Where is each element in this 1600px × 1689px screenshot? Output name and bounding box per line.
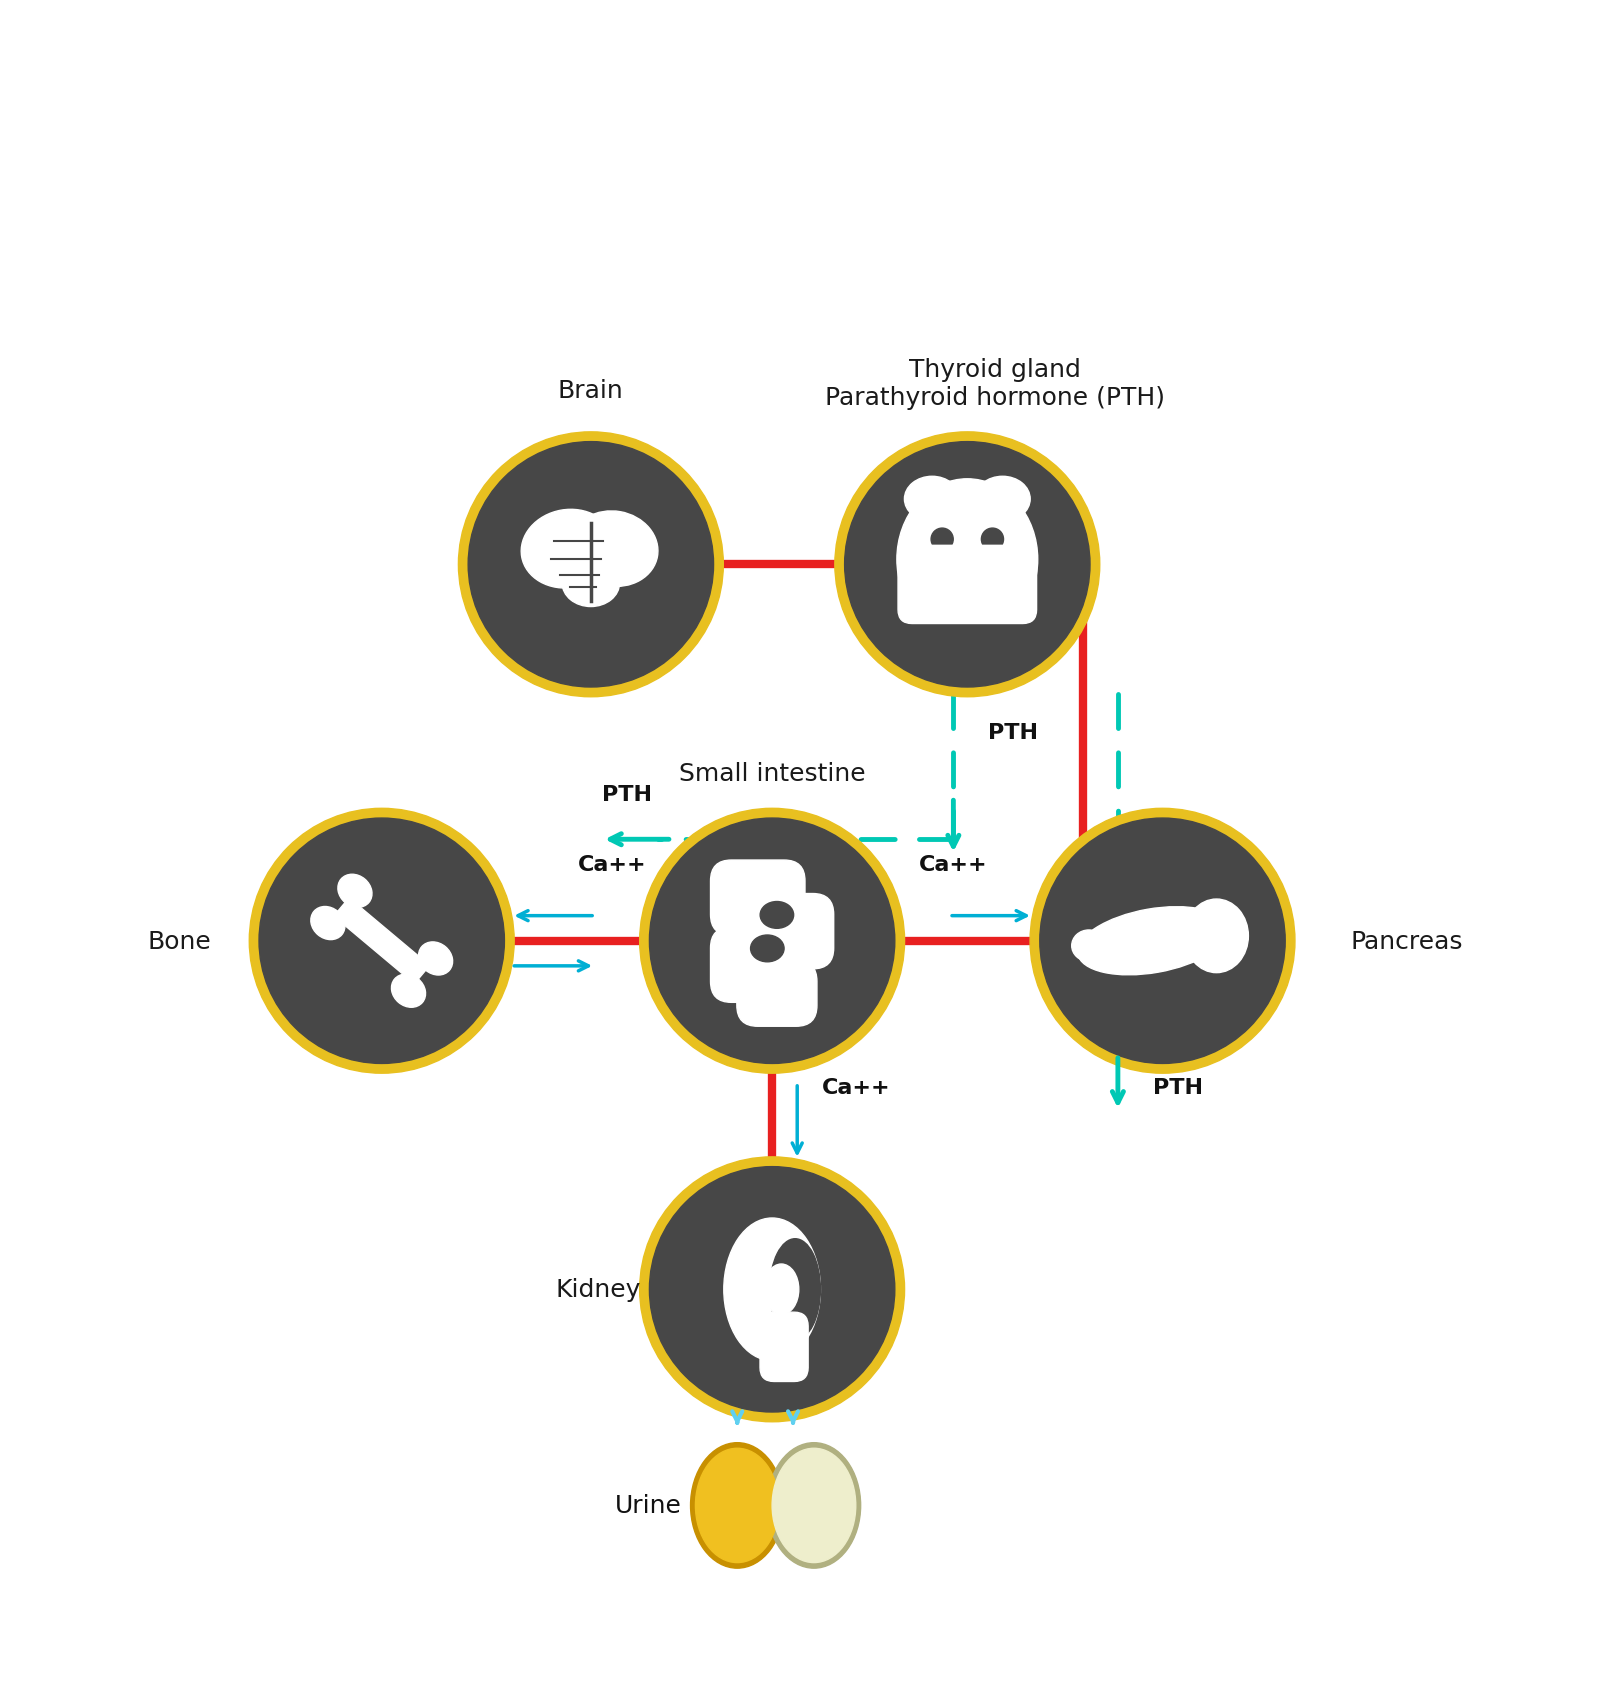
- Ellipse shape: [562, 561, 619, 606]
- Circle shape: [1040, 819, 1285, 1064]
- Ellipse shape: [773, 1449, 856, 1562]
- Ellipse shape: [898, 480, 1038, 640]
- Text: Pancreas: Pancreas: [1350, 929, 1462, 953]
- Ellipse shape: [570, 512, 658, 588]
- Text: PTH: PTH: [989, 723, 1038, 743]
- Circle shape: [845, 443, 1090, 687]
- Text: Bone: Bone: [147, 929, 211, 953]
- Ellipse shape: [768, 1442, 861, 1567]
- Ellipse shape: [917, 595, 1018, 645]
- Circle shape: [640, 1157, 904, 1422]
- Ellipse shape: [904, 476, 960, 522]
- FancyBboxPatch shape: [738, 961, 818, 1027]
- Ellipse shape: [1077, 907, 1227, 975]
- Ellipse shape: [760, 902, 794, 929]
- Text: Brain: Brain: [558, 378, 624, 402]
- Text: ID 225838642 © Pattarawit Chompipat: ID 225838642 © Pattarawit Chompipat: [1128, 1640, 1536, 1660]
- Text: PTH: PTH: [1152, 1078, 1203, 1098]
- Circle shape: [459, 432, 723, 698]
- Ellipse shape: [723, 1218, 821, 1361]
- Ellipse shape: [770, 1240, 821, 1339]
- Ellipse shape: [696, 1449, 779, 1562]
- FancyArrow shape: [334, 899, 430, 985]
- Ellipse shape: [1184, 900, 1248, 973]
- FancyBboxPatch shape: [898, 546, 1037, 625]
- Text: dreamstime.com: dreamstime.com: [64, 1640, 240, 1660]
- Text: Kidney: Kidney: [555, 1277, 640, 1302]
- Ellipse shape: [522, 510, 614, 589]
- Circle shape: [1030, 809, 1294, 1074]
- Ellipse shape: [392, 975, 426, 1008]
- Ellipse shape: [763, 1265, 798, 1314]
- Ellipse shape: [1072, 931, 1106, 961]
- Text: Thyroid gland
Parathyroid hormone (PTH): Thyroid gland Parathyroid hormone (PTH): [826, 358, 1165, 410]
- Circle shape: [250, 809, 514, 1074]
- Text: Ca++: Ca++: [578, 855, 646, 875]
- Ellipse shape: [974, 476, 1030, 522]
- Circle shape: [259, 819, 504, 1064]
- Text: Small intestine: Small intestine: [678, 762, 866, 785]
- FancyBboxPatch shape: [710, 927, 805, 1003]
- Text: Urine: Urine: [614, 1493, 682, 1517]
- Ellipse shape: [981, 529, 1003, 551]
- Ellipse shape: [310, 907, 346, 941]
- FancyBboxPatch shape: [760, 1312, 808, 1382]
- Circle shape: [650, 1167, 894, 1412]
- FancyBboxPatch shape: [710, 860, 805, 936]
- Text: PTH: PTH: [602, 785, 653, 806]
- Text: Ca++: Ca++: [918, 855, 987, 875]
- FancyBboxPatch shape: [739, 893, 834, 969]
- Ellipse shape: [750, 936, 784, 963]
- Ellipse shape: [338, 875, 371, 907]
- Text: Calcium Homeostasis: Calcium Homeostasis: [350, 68, 1250, 140]
- Circle shape: [640, 809, 904, 1074]
- Circle shape: [469, 443, 714, 687]
- Circle shape: [650, 819, 894, 1064]
- Circle shape: [835, 432, 1099, 698]
- Text: Ca++: Ca++: [822, 1078, 891, 1098]
- Ellipse shape: [691, 1442, 784, 1567]
- Ellipse shape: [419, 942, 453, 976]
- Ellipse shape: [931, 529, 954, 551]
